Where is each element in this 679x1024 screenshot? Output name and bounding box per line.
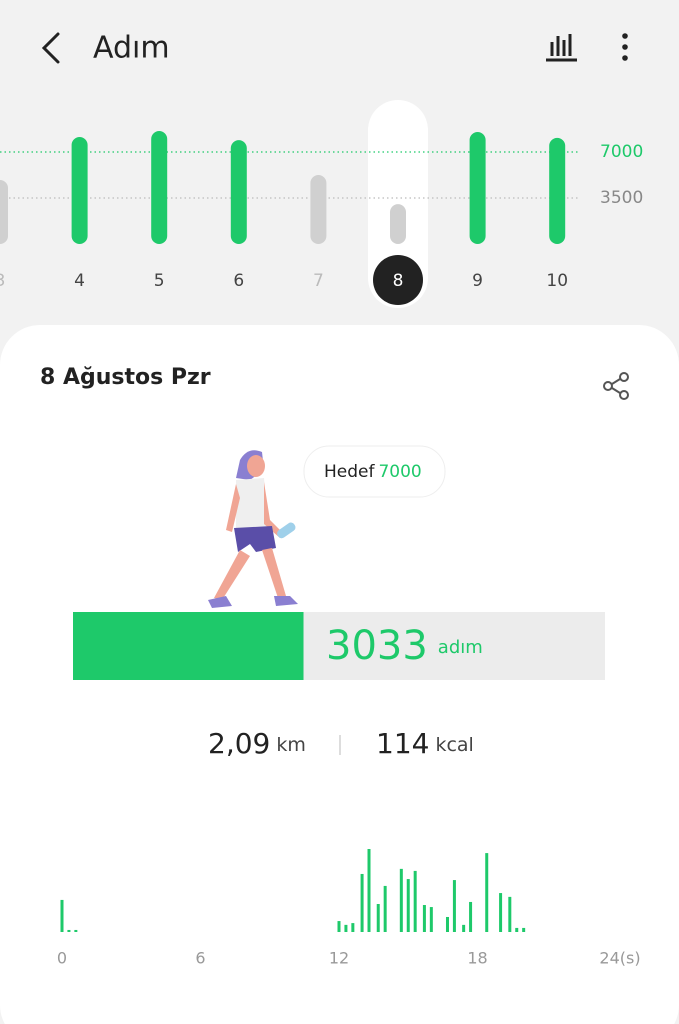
bar xyxy=(549,137,566,244)
bar xyxy=(71,137,88,244)
back-button[interactable] xyxy=(41,32,60,64)
bar xyxy=(469,901,473,932)
x-tick-label: 6 xyxy=(195,949,205,968)
x-tick-label: 5 xyxy=(154,271,165,291)
distance-unit: km xyxy=(276,734,306,756)
calories: 114 kcal xyxy=(376,727,474,760)
bar xyxy=(515,927,519,932)
bar xyxy=(337,921,341,932)
bar xyxy=(499,893,503,932)
bar xyxy=(452,880,456,932)
x-tick-label: 4 xyxy=(74,271,85,291)
x-tick-label: 9 xyxy=(472,271,483,291)
bar xyxy=(429,907,433,932)
date: 8 Ağustos Pzr xyxy=(40,365,211,390)
bar xyxy=(376,904,380,932)
goal-value: 7000 xyxy=(378,462,421,482)
calories-unit: kcal xyxy=(435,734,473,756)
bar xyxy=(445,916,449,932)
x-tick-label: 10 xyxy=(546,271,568,291)
bar xyxy=(469,132,486,244)
y-tick-label: 3500 xyxy=(600,188,643,208)
bar xyxy=(360,873,364,932)
bar xyxy=(60,899,64,932)
bar xyxy=(230,140,247,244)
step-count: 3033 adım xyxy=(326,623,483,669)
bar xyxy=(522,927,526,932)
goal-text: Hedef 7000 xyxy=(324,462,422,482)
bar xyxy=(151,130,168,244)
bar xyxy=(344,924,348,932)
bar xyxy=(351,923,355,932)
bar xyxy=(367,849,371,932)
bar xyxy=(406,879,410,932)
goal-bubble xyxy=(303,445,446,498)
progress-fill xyxy=(73,612,304,680)
hourly-chart: 0 6 12 18 24(s) xyxy=(57,849,641,968)
walker-illustration xyxy=(208,450,298,608)
bar xyxy=(508,896,512,932)
daily-chart: 3500 7000 3 4 5 6 7 8 9 10 xyxy=(0,100,643,308)
share-button[interactable] xyxy=(603,372,629,400)
bar xyxy=(462,924,466,932)
x-tick-label: 12 xyxy=(329,949,349,968)
distance-value: 2,09 xyxy=(208,727,270,760)
x-tick-label: 18 xyxy=(467,949,487,968)
x-tick-label: 6 xyxy=(233,271,244,291)
x-tick-label: 24(s) xyxy=(599,949,640,968)
bar xyxy=(310,175,327,244)
bar xyxy=(399,868,403,932)
steps-unit: adım xyxy=(438,637,483,658)
bar xyxy=(413,870,417,932)
chart-icon[interactable] xyxy=(546,34,577,62)
steps: 3033 xyxy=(326,623,428,669)
more-menu[interactable] xyxy=(622,33,628,61)
bar xyxy=(0,179,8,244)
page-title: Adım xyxy=(93,31,170,66)
x-tick-label: 0 xyxy=(57,949,67,968)
x-tick-label: 8 xyxy=(393,271,404,291)
x-tick-label: 3 xyxy=(0,271,5,291)
bar xyxy=(422,905,426,932)
calories-value: 114 xyxy=(376,727,429,760)
bar xyxy=(383,885,387,932)
distance: 2,09 km xyxy=(208,727,306,760)
bar xyxy=(485,853,489,932)
bar xyxy=(74,929,78,932)
bar xyxy=(67,929,71,932)
goal-label: Hedef xyxy=(324,462,375,482)
x-tick-label: 7 xyxy=(313,271,324,291)
y-tick-label: 7000 xyxy=(600,142,643,162)
bar xyxy=(390,204,406,244)
selected-marker xyxy=(373,255,423,305)
